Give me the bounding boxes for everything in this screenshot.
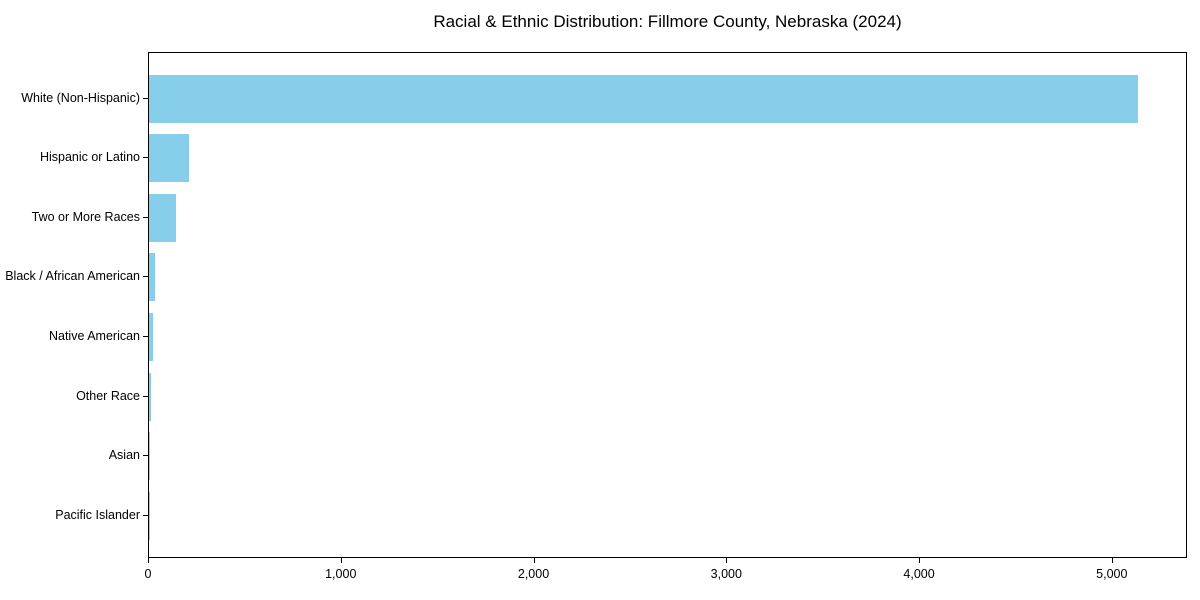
- x-tick-mark: [919, 558, 921, 563]
- bar-hispanic-or-latino: [149, 134, 189, 183]
- y-tick-label-white-non-hispanic: White (Non-Hispanic): [21, 90, 140, 105]
- y-tick-label-asian: Asian: [108, 448, 140, 463]
- y-tick-mark: [143, 216, 148, 218]
- x-tick-mark: [340, 558, 342, 563]
- x-tick-label-4000: 4,000: [903, 567, 935, 581]
- y-tick-mark: [143, 157, 148, 159]
- y-tick-label-pacific-islander: Pacific Islander: [55, 507, 140, 522]
- chart-title: Racial & Ethnic Distribution: Fillmore C…: [433, 12, 902, 31]
- x-tick-label-3000: 3,000: [710, 567, 742, 581]
- y-tick-mark: [143, 514, 148, 516]
- x-tick-mark: [533, 558, 535, 563]
- y-tick-mark: [143, 97, 148, 99]
- bar-native-american: [149, 313, 154, 362]
- bar-asian: [149, 432, 150, 481]
- x-tick-mark: [726, 558, 728, 563]
- x-tick-label-0: 0: [144, 567, 152, 581]
- x-tick-label-5000: 5,000: [1096, 567, 1128, 581]
- x-tick-label-1000: 1,000: [325, 567, 357, 581]
- bar-white-non-hispanic: [149, 74, 1138, 123]
- y-tick-mark: [143, 395, 148, 397]
- y-tick-label-other-race: Other Race: [76, 388, 140, 403]
- y-tick-label-hispanic-or-latino: Hispanic or Latino: [39, 150, 140, 165]
- bar-other-race: [149, 372, 151, 421]
- y-tick-mark: [143, 336, 148, 338]
- y-tick-label-black-african-american: Black / African American: [5, 269, 140, 284]
- x-tick-label-2000: 2,000: [517, 567, 550, 581]
- x-tick-mark: [148, 558, 149, 563]
- y-tick-mark: [143, 455, 148, 457]
- y-tick-mark: [143, 276, 148, 278]
- y-tick-label-native-american: Native American: [48, 329, 140, 344]
- bar-two-or-more-races: [149, 193, 176, 242]
- bar-black-african-american: [149, 253, 156, 302]
- x-tick-mark: [1111, 558, 1113, 563]
- plot-area: [148, 52, 1187, 558]
- y-tick-label-two-or-more-races: Two or More Races: [31, 209, 140, 224]
